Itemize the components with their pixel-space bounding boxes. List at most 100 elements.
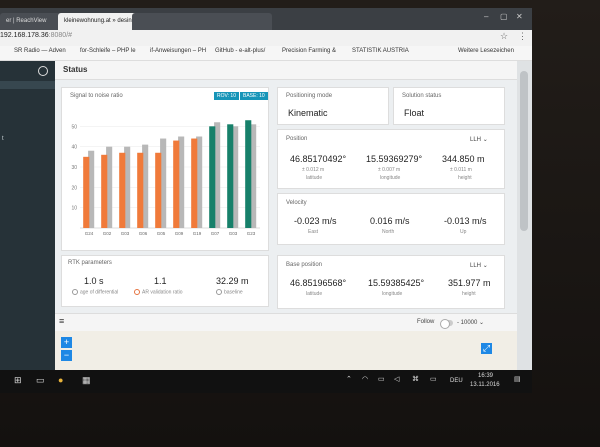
height-error: ± 0.011 m <box>450 167 472 173</box>
scroll-thumb[interactable] <box>520 71 528 231</box>
base-format-select[interactable]: LLH ⌄ <box>470 262 488 269</box>
format-value: LLH <box>470 137 482 143</box>
url-field[interactable]: 192.168.178.36:8080/# <box>0 32 72 39</box>
rover-bar <box>119 152 126 228</box>
chrome-icon[interactable]: ● <box>58 375 64 385</box>
keyboard-icon[interactable]: ▭ <box>430 376 437 383</box>
page-title: Status <box>63 65 88 74</box>
positioning-label: Positioning mode <box>286 93 333 99</box>
tab-3[interactable] <box>132 13 184 30</box>
clock-time[interactable]: 16:39 <box>478 373 494 379</box>
solution-card: Solution status Float <box>393 87 505 125</box>
rover-bar <box>83 156 90 228</box>
rover-legend: ROV: 10 <box>214 92 239 100</box>
bookmark-item[interactable]: STATISTIK AUSTRIA <box>352 48 409 54</box>
ar-value: 1.1 <box>154 276 167 286</box>
x-tick-label: G23 <box>247 231 256 236</box>
bookmark-folder[interactable]: Weitere Lesezeichen <box>458 48 514 54</box>
taskbar: ⊞ ▭ ● ▦ ⌃ ◠ ▭ ◁ ⌘ ▭ DEU 16:39 13.11.2016… <box>0 370 532 393</box>
base-bar <box>250 124 257 228</box>
link-icon[interactable]: ⌘ <box>412 376 419 383</box>
map-scale-value: 10000 <box>460 320 478 326</box>
base-longitude-value: 15.59385425° <box>368 278 425 288</box>
velocity-label: Velocity <box>286 200 307 206</box>
x-tick-label: G24 <box>85 231 94 236</box>
clock-date[interactable]: 13.11.2016 <box>470 382 500 388</box>
zoom-in-button[interactable]: + <box>61 337 72 348</box>
rover-bar <box>209 126 216 228</box>
file-explorer-icon[interactable]: ▭ <box>36 375 45 385</box>
maximize-icon[interactable]: ▢ <box>500 12 508 21</box>
age-dot-icon <box>72 289 78 295</box>
baseline-label: baseline <box>216 289 243 295</box>
base-bar <box>214 122 221 228</box>
rover-bar <box>101 154 108 228</box>
x-tick-label: G02 <box>103 231 112 236</box>
browser-menu-icon[interactable]: ⋮ <box>518 31 527 41</box>
app-icon[interactable]: ▦ <box>82 375 91 385</box>
bookmark-item[interactable]: if-Anweisungen – PH <box>150 48 207 54</box>
volume-icon[interactable]: ◁ <box>394 376 400 383</box>
base-position-label: Base position <box>286 262 323 268</box>
position-format-select[interactable]: LLH ⌄ <box>470 136 488 143</box>
tab-5[interactable] <box>220 13 272 30</box>
display-icon[interactable]: ▭ <box>378 376 385 383</box>
base-bar <box>196 136 203 228</box>
latitude-error: ± 0.012 m <box>302 167 325 173</box>
bookmark-item[interactable]: Precision Farming & <box>282 48 337 54</box>
velocity-card: Velocity -0.023 m/s East 0.016 m/s North… <box>277 193 505 245</box>
windows-start-icon[interactable]: ⊞ <box>14 375 22 385</box>
base-height-value: 351.977 m <box>448 278 491 288</box>
tab-kleinewohnung[interactable]: kleinewohnung.at » desin... <box>58 13 140 30</box>
base-latitude-value: 46.85196568° <box>290 278 347 288</box>
address-bar: 192.168.178.36:8080/# ☆ ⋮ <box>0 30 532 47</box>
x-tick-label: G09 <box>175 231 184 236</box>
close-icon[interactable]: ✕ <box>516 12 523 21</box>
fullscreen-icon[interactable]: ⤢ <box>481 343 492 354</box>
tray-arrow-icon[interactable]: ⌃ <box>346 376 352 383</box>
tab-label: kleinewohnung.at » desin... <box>64 18 137 24</box>
tab-reachview[interactable]: er | ReachView <box>0 13 67 30</box>
snr-card: Signal to noise ratio ROV: 10 BASE: 10 1… <box>61 87 269 251</box>
position-label: Position <box>286 136 308 142</box>
map-toolbar: ≡ Follow - 10000 ⌄ <box>55 313 517 332</box>
solution-label: Solution status <box>402 93 442 99</box>
input-language[interactable]: DEU <box>450 378 463 384</box>
notifications-icon[interactable]: ▤ <box>514 376 521 383</box>
y-tick-label: 30 <box>71 165 77 171</box>
solution-value: Float <box>404 108 425 118</box>
latitude-label: latitude <box>306 175 323 181</box>
sidebar-active-item[interactable] <box>0 81 55 89</box>
network-icon[interactable]: ◠ <box>362 376 369 383</box>
rover-bar <box>227 124 234 228</box>
url-path: :8080/# <box>48 32 73 39</box>
bookmarks-bar: SR Radio — Adven for-Schleife – PHP le i… <box>0 46 532 61</box>
snr-chart: 10 20 30 40 50 G24 G02 G03 G06 G05 G09 G19 G07 G03 G23 <box>71 120 260 236</box>
sidebar-item[interactable]: t <box>2 136 4 142</box>
bookmark-star-icon[interactable]: ☆ <box>500 31 509 41</box>
positioning-card: Positioning mode Kinematic <box>277 87 389 125</box>
y-tick-label: 10 <box>71 206 77 212</box>
minimize-icon[interactable]: – <box>484 12 489 21</box>
map-area[interactable]: + − ⤢ <box>55 331 517 371</box>
map-scale-select[interactable]: - 10000 ⌄ <box>457 320 485 326</box>
page-scrollbar[interactable] <box>517 61 532 393</box>
ar-dot-icon <box>134 289 140 295</box>
rover-bar <box>245 120 252 228</box>
base-bar <box>160 138 167 228</box>
tab-4[interactable] <box>176 13 228 30</box>
bookmark-item[interactable]: GitHub - e-alt-plus/ <box>215 48 266 54</box>
age-label: age of differential <box>72 289 118 295</box>
x-tick-label: G03 <box>229 231 238 236</box>
age-value: 1.0 s <box>84 276 104 286</box>
bookmark-item[interactable]: for-Schleife – PHP le <box>80 48 136 54</box>
y-tick-label: 40 <box>71 145 77 151</box>
follow-toggle[interactable] <box>440 319 453 329</box>
map-menu-icon[interactable]: ≡ <box>59 316 65 326</box>
height-value: 344.850 m <box>442 154 485 164</box>
bookmark-item[interactable]: SR Radio — Adven <box>14 48 66 54</box>
north-value: 0.016 m/s <box>370 216 410 226</box>
settings-icon[interactable] <box>38 66 48 76</box>
zoom-out-button[interactable]: − <box>61 350 72 361</box>
base-latitude-label: latitude <box>306 291 323 297</box>
